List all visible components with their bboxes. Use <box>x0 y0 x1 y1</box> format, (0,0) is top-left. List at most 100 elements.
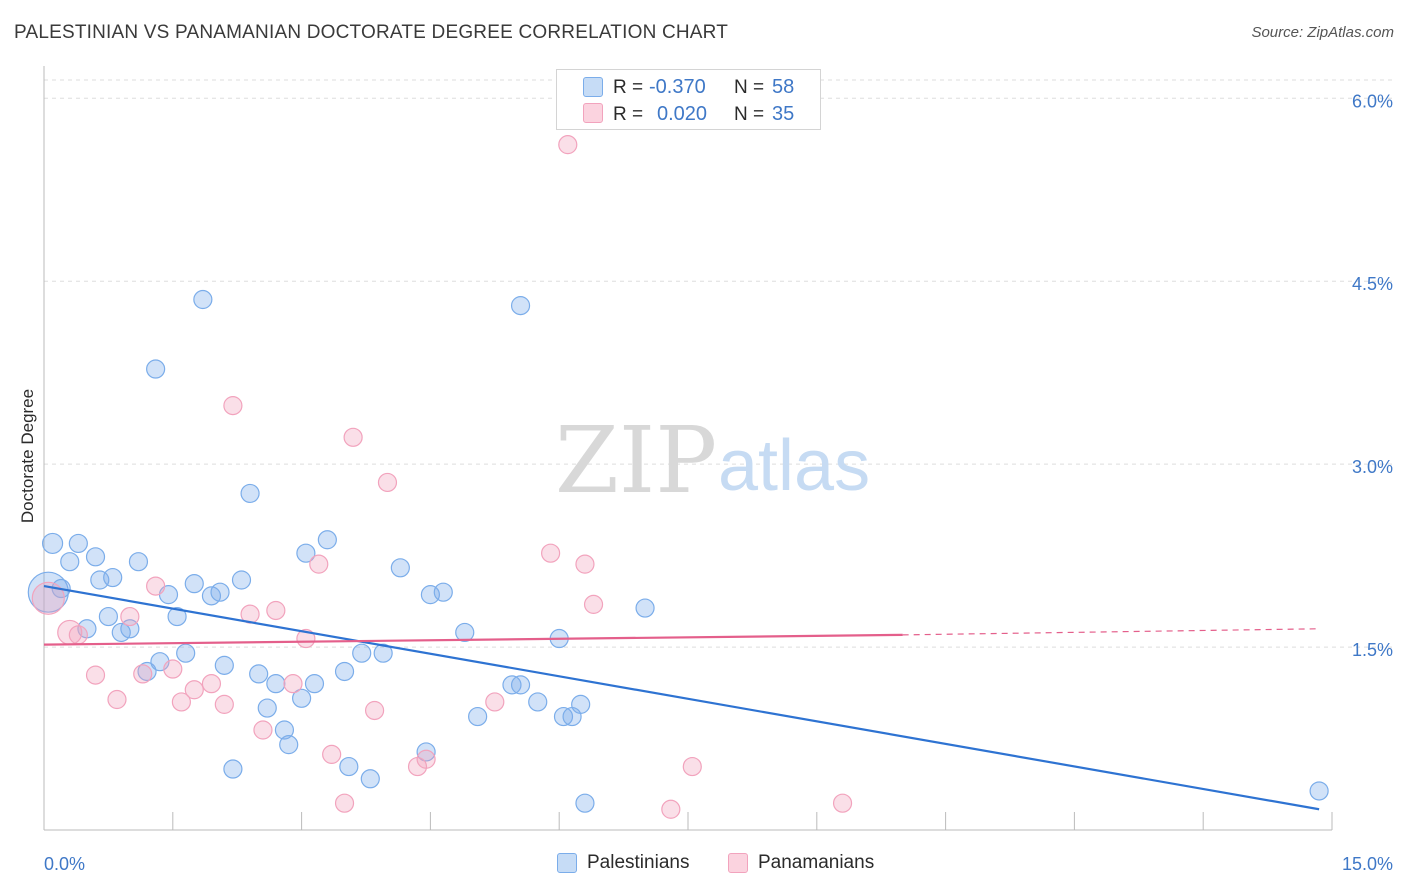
legend-r-label: R = <box>613 104 644 125</box>
point-panamanians <box>283 674 303 694</box>
point-panamanians <box>68 625 88 645</box>
point-palestinians <box>249 664 269 684</box>
watermark-zip: ZIP <box>555 407 717 514</box>
point-panamanians <box>558 135 578 155</box>
point-panamanians <box>364 700 385 721</box>
point-palestinians <box>468 706 488 727</box>
point-palestinians <box>98 606 119 627</box>
legend-n-value: 58 <box>772 76 795 98</box>
trendline-palestinians <box>43 585 1320 811</box>
y-tick-label: 4.5% <box>1352 274 1393 294</box>
point-palestinians <box>292 688 312 708</box>
point-panamanians <box>583 594 604 614</box>
point-panamanians <box>223 396 243 416</box>
point-palestinians <box>296 543 316 563</box>
point-panamanians <box>575 554 595 574</box>
point-palestinians <box>85 547 106 567</box>
point-palestinians <box>193 289 213 310</box>
y-tick-label: 6.0% <box>1352 91 1393 111</box>
chart-title: PALESTINIAN VS PANAMANIAN DOCTORATE DEGR… <box>14 22 729 43</box>
point-panamanians <box>253 720 273 740</box>
point-palestinians <box>41 532 64 555</box>
point-panamanians <box>133 664 153 684</box>
point-palestinians <box>575 793 595 813</box>
point-palestinians <box>176 643 196 663</box>
point-palestinians <box>231 570 252 590</box>
legend-swatch-panamanians <box>728 853 748 873</box>
y-tick-label: 3.0% <box>1352 457 1393 477</box>
point-palestinians <box>68 533 88 554</box>
legend-n-label: N = <box>734 77 765 98</box>
point-panamanians <box>266 600 286 621</box>
point-panamanians <box>661 799 681 819</box>
point-palestinians <box>352 643 372 663</box>
point-palestinians <box>455 622 475 643</box>
point-panamanians <box>214 694 234 714</box>
legend-swatch-panamanians <box>583 103 603 123</box>
point-panamanians <box>682 756 702 777</box>
point-palestinians <box>27 571 69 613</box>
point-palestinians <box>339 756 359 777</box>
series-legend-item-panamanians[interactable]: Panamanians <box>728 852 874 874</box>
legend-r-value: 0.020 <box>657 103 708 125</box>
point-palestinians <box>635 598 655 618</box>
points-layer <box>27 135 1329 819</box>
label-layer: 1.5% 3.0% 4.5% 6.0% 0.0% 15.0% Doctorate Degre… <box>18 91 1393 874</box>
x-tick-label: 0.0% <box>44 854 85 874</box>
point-panamanians <box>184 680 204 700</box>
point-panamanians <box>541 543 561 563</box>
y-axis-title: Doctorate Degree <box>18 389 37 523</box>
trendline-panamanians <box>43 633 903 646</box>
series-legend: Palestinians Panamanians <box>0 850 1406 878</box>
series-legend-item-palestinians[interactable]: Palestinians <box>557 852 689 874</box>
x-tick-label: 15.0% <box>1342 854 1393 874</box>
watermark-atlas: atlas <box>718 426 870 506</box>
axis-layer <box>43 66 1333 831</box>
point-panamanians <box>146 576 166 596</box>
point-palestinians <box>103 567 123 588</box>
point-palestinians <box>416 742 436 762</box>
y-tick-label: 1.5% <box>1352 640 1393 660</box>
point-panamanians <box>31 581 65 615</box>
series-legend-label: Panamanians <box>758 852 875 873</box>
point-palestinians <box>510 296 531 316</box>
point-palestinians <box>128 552 149 572</box>
point-palestinians <box>214 655 234 675</box>
point-palestinians <box>266 674 286 694</box>
point-palestinians <box>317 530 337 550</box>
point-panamanians <box>296 628 316 649</box>
point-panamanians <box>416 749 436 769</box>
point-palestinians <box>257 698 277 718</box>
point-palestinians <box>571 694 591 714</box>
point-palestinians <box>146 359 166 379</box>
legend-n-label: N = <box>734 104 765 125</box>
point-palestinians <box>528 692 548 712</box>
point-palestinians <box>433 582 453 602</box>
point-palestinians <box>334 661 355 682</box>
legend-r-value: -0.370 <box>649 76 706 98</box>
watermark: ZIP atlas <box>555 407 870 514</box>
legend-r-label: R = <box>613 77 644 98</box>
trend-layer <box>43 585 1320 811</box>
point-palestinians <box>373 643 393 663</box>
point-palestinians <box>279 735 299 755</box>
point-palestinians <box>1309 781 1329 801</box>
point-panamanians <box>85 665 106 685</box>
point-panamanians <box>201 674 222 694</box>
point-panamanians <box>171 692 191 712</box>
series-legend-label: Palestinians <box>587 852 690 873</box>
point-panamanians <box>120 606 140 627</box>
point-palestinians <box>184 574 204 594</box>
trendline-panamanians-extension <box>902 628 1320 636</box>
point-panamanians <box>832 793 853 813</box>
point-panamanians <box>107 689 127 710</box>
point-panamanians <box>343 427 363 447</box>
point-panamanians <box>377 472 398 493</box>
point-palestinians <box>390 558 410 578</box>
point-panamanians <box>322 744 342 764</box>
point-panamanians <box>163 659 183 679</box>
point-palestinians <box>223 759 243 779</box>
point-palestinians <box>510 675 531 695</box>
legend-n-value: 35 <box>772 103 795 125</box>
